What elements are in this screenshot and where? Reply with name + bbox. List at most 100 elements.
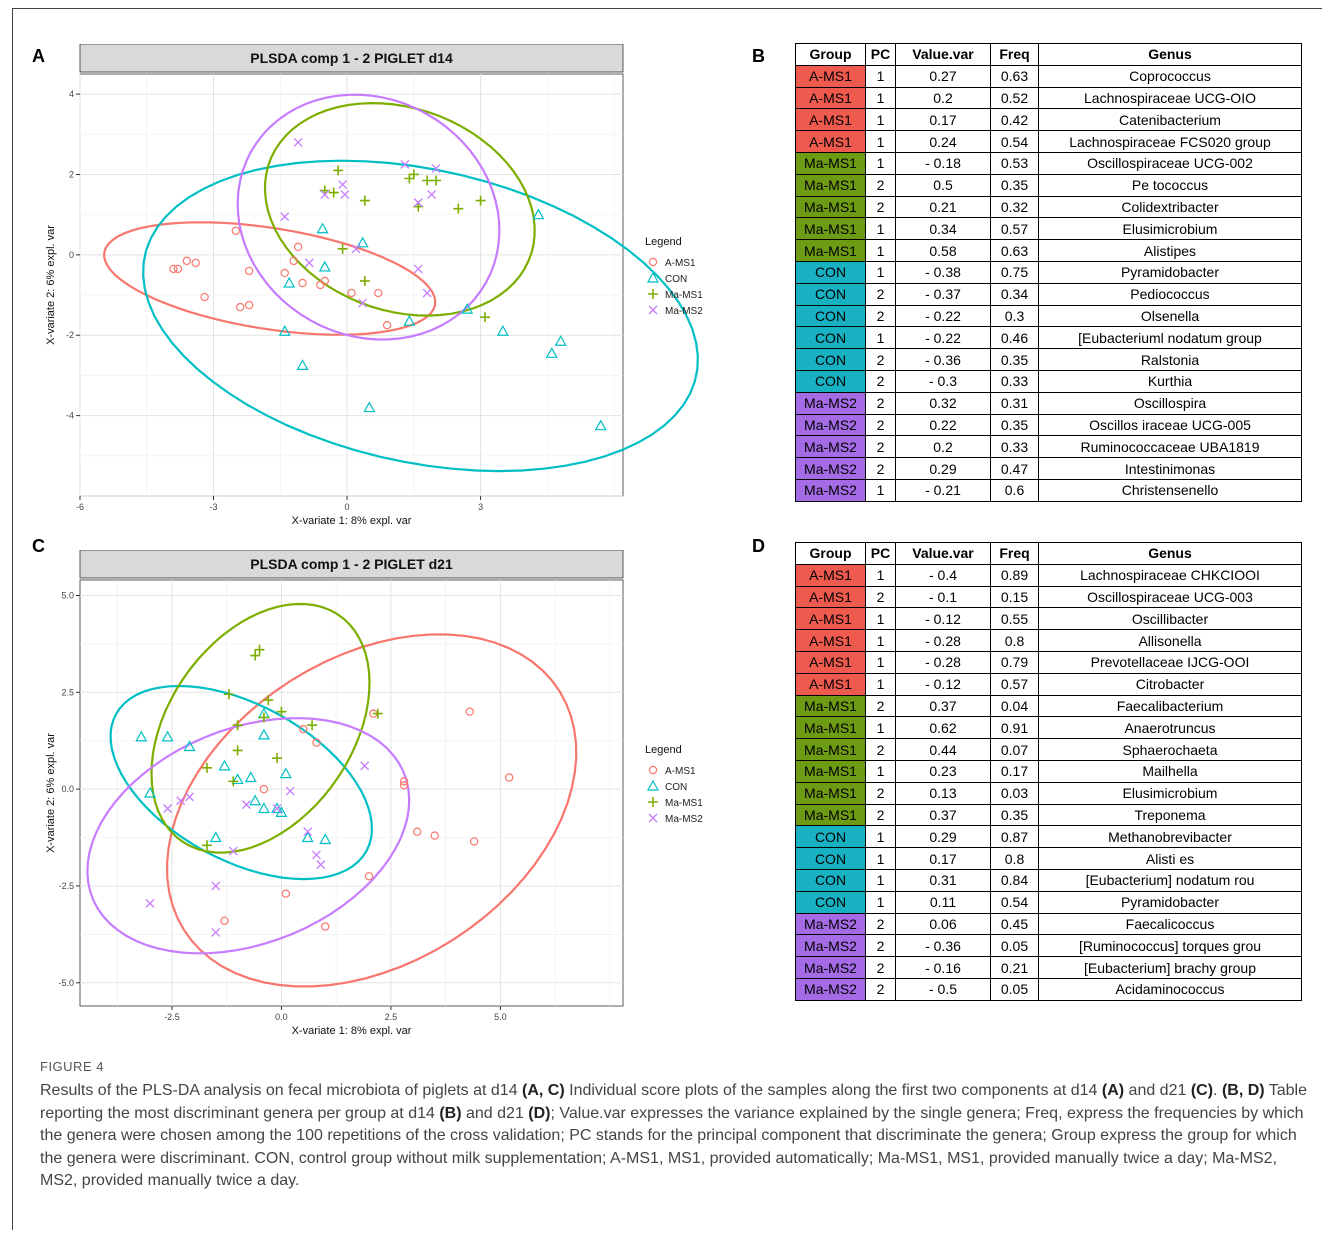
data-point-con: [403, 314, 416, 326]
legend-key-ma-ms2: [648, 813, 658, 823]
value-cell: 0.35: [990, 348, 1039, 371]
data-point-ma-ms1: [328, 187, 339, 198]
table-row: Ma-MS1 2 0.37 0.35 Treponema: [795, 803, 1302, 827]
data-point-ma-ms2: [413, 198, 423, 208]
value-cell: 1: [865, 607, 896, 631]
confidence-ellipse-ma-ms2: [86, 717, 411, 955]
value-cell: 0.37: [895, 694, 991, 718]
genus-cell: Pe tococcus: [1038, 173, 1302, 197]
data-point-ma-ms2: [400, 159, 410, 169]
group-cell: CON: [795, 825, 866, 849]
data-point-a-ms1: [312, 738, 321, 747]
caption-segment: .: [1213, 1082, 1222, 1099]
group-cell: Ma-MS1: [795, 716, 866, 740]
table-row: A-MS1 1 0.24 0.54 Lachnospiraceae FCS020 gro…: [795, 130, 1302, 153]
data-point-a-ms1: [504, 773, 514, 782]
data-point-a-ms1: [293, 242, 303, 252]
data-point-ma-ms2: [211, 881, 221, 891]
data-point-a-ms1: [299, 724, 308, 734]
legend-label: A-MS1: [665, 258, 696, 269]
data-point-ma-ms2: [272, 804, 282, 813]
value-cell: 0.58: [895, 239, 991, 262]
value-cell: 0.29: [895, 825, 991, 849]
value-cell: 1: [865, 326, 896, 350]
table-row: Ma-MS2 2 0.2 0.33 Ruminococcaceae UBA1819: [795, 435, 1302, 459]
caption-panel-ref: (D): [528, 1104, 551, 1122]
data-point-con: [545, 347, 558, 358]
x-tick-label: 3: [478, 502, 483, 512]
value-cell: 0.11: [895, 890, 991, 914]
genus-cell: Christensenello: [1038, 478, 1302, 502]
genus-cell: Faecalicoccus: [1038, 912, 1302, 936]
value-cell: 2: [865, 369, 896, 393]
genus-cell: Olsenella: [1038, 304, 1302, 328]
genus-cell: [Eubacteriuml nodatum group: [1038, 326, 1302, 350]
data-point-con: [594, 419, 607, 431]
x-tick-label: 5.0: [494, 1012, 507, 1022]
figure-frame-left: [12, 8, 13, 1230]
plot-panel: [79, 73, 624, 497]
y-tick-label: -2: [66, 330, 74, 340]
data-point-ma-ms1: [337, 243, 348, 254]
data-point-ma-ms1: [201, 840, 212, 851]
value-cell: 0.52: [990, 86, 1039, 110]
genus-cell: Mailhella: [1038, 759, 1302, 783]
value-cell: 2: [865, 934, 896, 958]
legend-label: Ma-MS1: [665, 290, 703, 301]
data-point-ma-ms2: [303, 827, 313, 837]
value-cell: 0.63: [990, 64, 1039, 88]
table-row: A-MS1 1- 0.12 0.55 Oscillibacter: [795, 607, 1302, 631]
value-cell: 0.21: [990, 956, 1039, 979]
value-cell: 0.6: [990, 478, 1039, 502]
value-cell: 0.37: [895, 803, 991, 827]
plsda-d21-chart: PLSDA comp 1 - 2 PIGLET d21 -2.5 0.0 2.5 5.0…: [45, 550, 703, 1037]
value-cell: 0.32: [990, 195, 1039, 219]
table-row: A-MS1 2- 0.1 0.15 Oscillospiraceae UCG-003: [795, 585, 1302, 609]
genus-cell: Colidextribacter: [1038, 195, 1302, 219]
value-cell: 0.27: [895, 64, 991, 88]
group-cell: Ma-MS2: [795, 457, 866, 480]
value-cell: 0.57: [990, 217, 1039, 241]
value-cell: - 0.4: [895, 563, 991, 587]
value-cell: 1: [865, 868, 896, 892]
table-b-discriminant-genera-d14: Group PC Value.var Freq Genus A-MS1 1 0.27 0.63 C…: [795, 43, 1302, 502]
table-row: CON 1 0.29 0.87 Methanobrevibacter: [795, 825, 1302, 849]
table-row: Ma-MS2 2 0.32 0.31 Oscillospira: [795, 391, 1302, 415]
data-point-ma-ms2: [427, 190, 437, 200]
value-cell: 1: [865, 239, 896, 262]
confidence-ellipse-ma-ms2: [236, 93, 501, 341]
legend-key-con: [646, 779, 660, 791]
data-point-ma-ms2: [431, 163, 441, 173]
data-point-con: [279, 767, 292, 779]
value-cell: 1: [865, 672, 896, 696]
grid-lines: [79, 74, 623, 497]
panel-label-c: C: [32, 536, 45, 556]
y-tick-label: 5.0: [61, 590, 74, 600]
table-row: Ma-MS2 2- 0.5 0.05 Acidaminococcus: [795, 977, 1302, 1001]
y-tick-label: 0: [69, 250, 74, 260]
genus-cell: Alistipes: [1038, 239, 1302, 262]
data-point-ma-ms1: [307, 720, 318, 731]
genus-cell: Ruminococcaceae UBA1819: [1038, 435, 1302, 459]
value-cell: 0.62: [895, 716, 991, 740]
data-point-ma-ms2: [312, 850, 321, 860]
value-cell: - 0.12: [895, 672, 991, 696]
data-point-ma-ms2: [413, 264, 423, 274]
y-axis-label: X-variate 2: 6% expl. var: [45, 225, 57, 345]
data-point-a-ms1: [321, 922, 330, 931]
table-row: A-MS1 1 0.2 0.52 Lachnospiraceae UCG-OIO: [795, 86, 1302, 110]
group-cell: Ma-MS2: [795, 956, 866, 979]
data-point-con: [356, 236, 369, 248]
value-cell: 0.07: [990, 738, 1039, 761]
data-point-a-ms1: [244, 266, 254, 276]
legend-label: CON: [665, 274, 687, 285]
genus-cell: Methanobrevibacter: [1038, 825, 1302, 849]
value-cell: 0.53: [990, 151, 1039, 175]
value-cell: 2: [865, 413, 896, 437]
data-point-a-ms1: [399, 781, 409, 790]
group-cell: Ma-MS2: [795, 391, 866, 415]
table-row: Ma-MS2 2 0.29 0.47 Intestinimonas: [795, 457, 1302, 480]
x-tick-label: 0.0: [275, 1012, 288, 1022]
value-cell: 0.35: [990, 803, 1039, 827]
value-cell: 0.54: [990, 130, 1039, 153]
